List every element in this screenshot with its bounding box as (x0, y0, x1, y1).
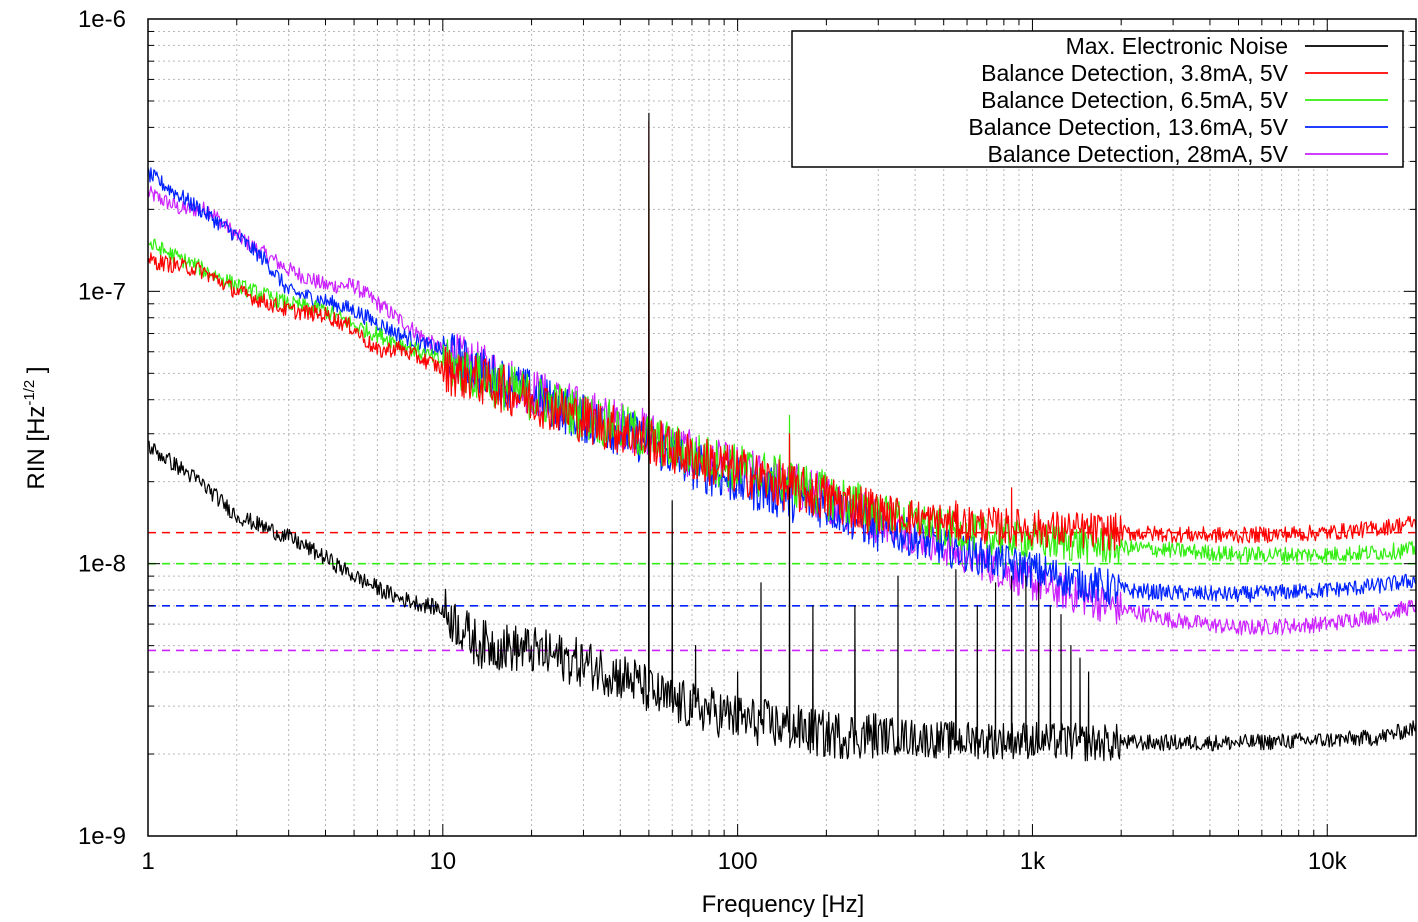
series-lines (147, 112, 1417, 762)
legend-entry-label: Balance Detection, 28mA, 5V (988, 141, 1289, 167)
legend-entry-label: Balance Detection, 13.6mA, 5V (968, 114, 1288, 140)
series-line (147, 121, 1417, 552)
x-tick-label: 10k (1308, 848, 1348, 875)
y-tick-label: 1e-7 (78, 278, 126, 305)
legend-entry-label: Balance Detection, 6.5mA, 5V (981, 87, 1288, 113)
x-tick-label: 10 (429, 848, 456, 875)
series-line (147, 169, 1417, 565)
x-tick-label: 1 (141, 848, 154, 875)
series-line (147, 167, 1417, 605)
y-axis-title-suffix: ] (23, 366, 50, 379)
series-line (147, 185, 1417, 636)
legend-entry-label: Balance Detection, 3.8mA, 5V (981, 60, 1288, 86)
x-tick-label: 1k (1020, 848, 1046, 875)
plot-frame (147, 18, 1417, 837)
x-axis-title: Frequency [Hz] (702, 891, 865, 918)
y-axis-title: RIN [Hz-1/2 ] (21, 366, 50, 489)
y-tick-label: 1e-9 (78, 823, 126, 850)
y-axis-title-main: RIN [Hz (23, 406, 50, 490)
series-line (147, 112, 1417, 762)
y-tick-label: 1e-8 (78, 551, 126, 578)
legend-entry-label: Max. Electronic Noise (1066, 33, 1288, 59)
y-tick-label: 1e-6 (78, 6, 126, 33)
legend-box (791, 30, 1404, 168)
x-tick-label: 100 (718, 848, 758, 875)
y-axis-title-exponent: -1/2 (21, 380, 38, 406)
axis-ticks: 1 10 100 1k 10k 1e-9 1e-8 1e-7 1e-6 (78, 6, 1417, 875)
